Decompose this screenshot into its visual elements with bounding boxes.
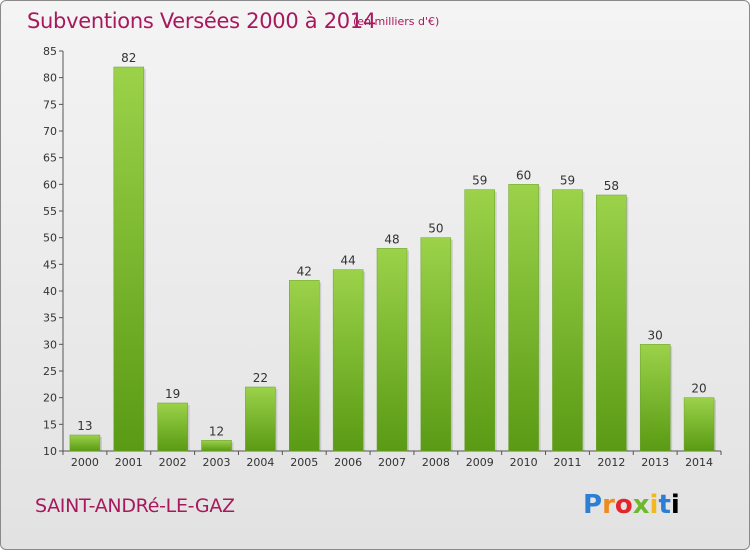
- x-tick-label: 2001: [115, 456, 143, 469]
- bar-2002: [157, 402, 188, 452]
- bar-2007: [376, 248, 408, 452]
- data-label: 12: [209, 424, 224, 438]
- y-tick-label: 15: [43, 418, 57, 431]
- x-tick-label: 2005: [290, 456, 318, 469]
- data-label: 22: [253, 371, 268, 385]
- x-tick-label: 2003: [203, 456, 231, 469]
- bar-2013: [639, 344, 671, 452]
- x-tick-label: 2009: [466, 456, 494, 469]
- data-label: 13: [77, 419, 92, 433]
- data-label: 20: [691, 382, 706, 396]
- y-tick-label: 45: [43, 258, 57, 271]
- data-label: 59: [472, 174, 487, 188]
- bar-2008: [420, 237, 452, 452]
- bar-2005: [289, 280, 320, 452]
- bar-2006: [332, 269, 364, 452]
- data-label: 60: [516, 168, 531, 182]
- chart-title: Subventions Versées 2000 à 2014: [27, 9, 376, 33]
- bar-2012: [596, 194, 627, 452]
- y-tick-label: 20: [43, 392, 57, 405]
- y-tick-label: 80: [43, 72, 57, 85]
- x-tick-label: 2004: [246, 456, 274, 469]
- x-tick-label: 2007: [378, 456, 406, 469]
- data-label: 30: [648, 328, 663, 342]
- bar-2014: [683, 397, 715, 452]
- data-label: 58: [604, 179, 619, 193]
- bar-2003: [201, 440, 232, 452]
- x-tick-label: 2002: [159, 456, 187, 469]
- y-tick-label: 70: [43, 125, 57, 138]
- data-label: 42: [297, 264, 312, 278]
- y-tick-label: 25: [43, 365, 57, 378]
- bar-2000: [69, 434, 101, 452]
- data-label: 82: [121, 51, 136, 65]
- data-label: 19: [165, 387, 180, 401]
- y-tick-label: 35: [43, 312, 57, 325]
- x-tick-label: 2013: [641, 456, 669, 469]
- bar-2004: [245, 386, 276, 452]
- y-tick-label: 75: [43, 98, 57, 111]
- y-tick-label: 55: [43, 205, 57, 218]
- y-tick-label: 60: [43, 178, 57, 191]
- x-tick-label: 2010: [510, 456, 538, 469]
- x-tick-label: 2014: [685, 456, 713, 469]
- bar-2011: [552, 189, 583, 452]
- x-tick-label: 2000: [71, 456, 99, 469]
- y-tick-label: 40: [43, 285, 57, 298]
- y-tick-label: 65: [43, 152, 57, 165]
- y-tick-label: 85: [43, 45, 57, 58]
- data-label: 50: [428, 222, 443, 236]
- y-tick-label: 50: [43, 232, 57, 245]
- data-label: 48: [384, 232, 399, 246]
- data-label: 59: [560, 174, 575, 188]
- x-tick-label: 2011: [553, 456, 581, 469]
- bar-2009: [464, 189, 495, 452]
- x-tick-label: 2012: [597, 456, 625, 469]
- x-tick-label: 2006: [334, 456, 362, 469]
- bar-2001: [113, 66, 145, 452]
- commune-name: SAINT-ANDRé-LE-GAZ: [35, 495, 235, 517]
- y-tick-label: 10: [43, 445, 57, 458]
- x-tick-label: 2008: [422, 456, 450, 469]
- data-label: 44: [340, 254, 355, 268]
- proxiti-logo: Proxiti: [583, 490, 680, 520]
- bar-2010: [508, 184, 539, 452]
- y-tick-label: 30: [43, 338, 57, 351]
- chart-subtitle: (en milliers d'€): [353, 15, 440, 28]
